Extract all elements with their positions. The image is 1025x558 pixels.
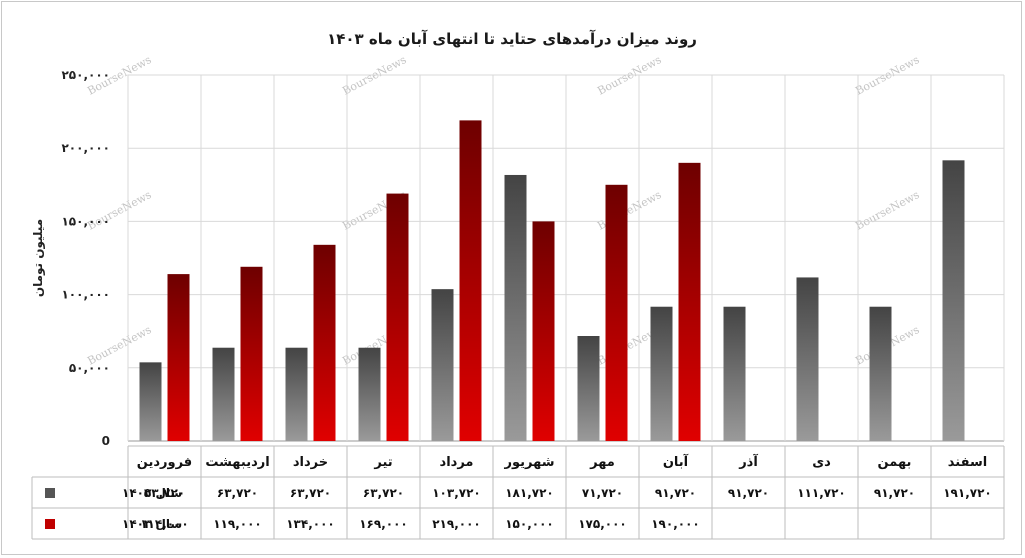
data-label: ۱۷۵,۰۰۰ — [578, 517, 627, 531]
y-tick-label: ۲۵۰,۰۰۰ — [61, 68, 110, 82]
y-tick-label: ۱۰۰,۰۰۰ — [61, 288, 110, 302]
x-tick-label: مهر — [589, 455, 615, 470]
y-tick-label: ۲۰۰,۰۰۰ — [61, 141, 110, 155]
bar-1402 — [504, 174, 527, 441]
bar-1402 — [431, 289, 454, 441]
x-tick-label: اردیبهشت — [205, 455, 269, 470]
y-tick-label: 0 — [102, 434, 110, 448]
watermark-layer: BourseNews BourseNews BourseNews BourseNews… — [85, 53, 922, 368]
data-table: فروردین اردیبهشت خرداد تیر مرداد شهریور مهر آبا… — [31, 445, 1005, 540]
legend-label: سال ۱۴۰۳ — [122, 517, 182, 531]
x-tick-label: شهریور — [504, 455, 555, 470]
x-tick-label: بهمن — [878, 455, 912, 470]
bar-1402 — [139, 362, 162, 441]
bar-1403 — [240, 266, 263, 441]
bar-1402 — [942, 160, 965, 442]
bar-1403 — [459, 120, 482, 441]
legend-swatch — [45, 488, 55, 498]
y-axis-label: میلیون تومان — [31, 219, 46, 297]
legend-swatch — [45, 519, 55, 529]
data-label: ۱۰۳,۷۲۰ — [432, 486, 481, 500]
bar-1402 — [358, 347, 381, 441]
x-tick-label: تیر — [373, 455, 392, 470]
x-tick-label: اسفند — [948, 455, 987, 470]
data-label: ۱۱۴,۰۰۰ — [140, 517, 189, 531]
legend-label: سال ۱۴۰۲ — [122, 486, 182, 500]
bars — [139, 120, 965, 442]
bar-1402 — [577, 336, 600, 441]
data-label: ۱۳۴,۰۰۰ — [286, 517, 335, 531]
bar-1403 — [167, 274, 190, 441]
data-label: ۶۳,۷۲۰ — [217, 486, 258, 500]
bar-1402 — [723, 306, 746, 441]
data-label: ۹۱,۷۲۰ — [874, 486, 915, 500]
bar-1402 — [212, 347, 235, 441]
bar-1403 — [678, 162, 701, 441]
data-label: ۱۵۰,۰۰۰ — [505, 517, 554, 531]
x-tick-label: دی — [812, 455, 831, 470]
bar-1403 — [313, 244, 336, 441]
y-tick-label: ۵۰,۰۰۰ — [69, 361, 110, 375]
chart-title: روند میزان درآمدهای حتاید تا انتهای آبان… — [327, 30, 697, 48]
x-tick-label: آبان — [663, 453, 689, 470]
data-label: ۹۱,۷۲۰ — [728, 486, 769, 500]
bar-1402 — [869, 306, 892, 441]
bar-1402 — [796, 277, 819, 441]
x-tick-label: فروردین — [137, 455, 192, 470]
data-label: ۲۱۹,۰۰۰ — [432, 517, 481, 531]
bar-1403 — [532, 221, 555, 441]
y-axis: 0 ۵۰,۰۰۰ ۱۰۰,۰۰۰ ۱۵۰,۰۰۰ ۲۰۰,۰۰۰ ۲۵۰,۰۰۰ — [61, 68, 110, 448]
data-label: ۱۹۰,۰۰۰ — [651, 517, 700, 531]
bar-1402 — [650, 306, 673, 441]
data-label: ۱۸۱,۷۲۰ — [505, 486, 554, 500]
bar-1403 — [605, 184, 628, 442]
x-tick-label: مرداد — [440, 455, 474, 470]
bar-1402 — [285, 347, 308, 441]
x-tick-label: آذر — [738, 453, 758, 470]
data-label: ۱۹۱,۷۲۰ — [943, 486, 992, 500]
y-tick-label: ۱۵۰,۰۰۰ — [61, 214, 110, 228]
gridlines — [127, 74, 1005, 442]
data-label: ۱۱۹,۰۰۰ — [213, 517, 262, 531]
data-label: ۱۶۹,۰۰۰ — [359, 517, 408, 531]
watermark-text: BourseNews — [853, 188, 922, 233]
x-tick-label: خرداد — [293, 455, 328, 470]
data-label: ۷۱,۷۲۰ — [582, 486, 623, 500]
data-label: ۱۱۱,۷۲۰ — [797, 486, 846, 500]
data-label: ۶۳,۷۲۰ — [363, 486, 404, 500]
data-label: ۶۳,۷۲۰ — [290, 486, 331, 500]
data-label: ۹۱,۷۲۰ — [655, 486, 696, 500]
bar-1403 — [386, 193, 409, 441]
data-label: ۵۳,۷۲۰ — [144, 486, 185, 500]
